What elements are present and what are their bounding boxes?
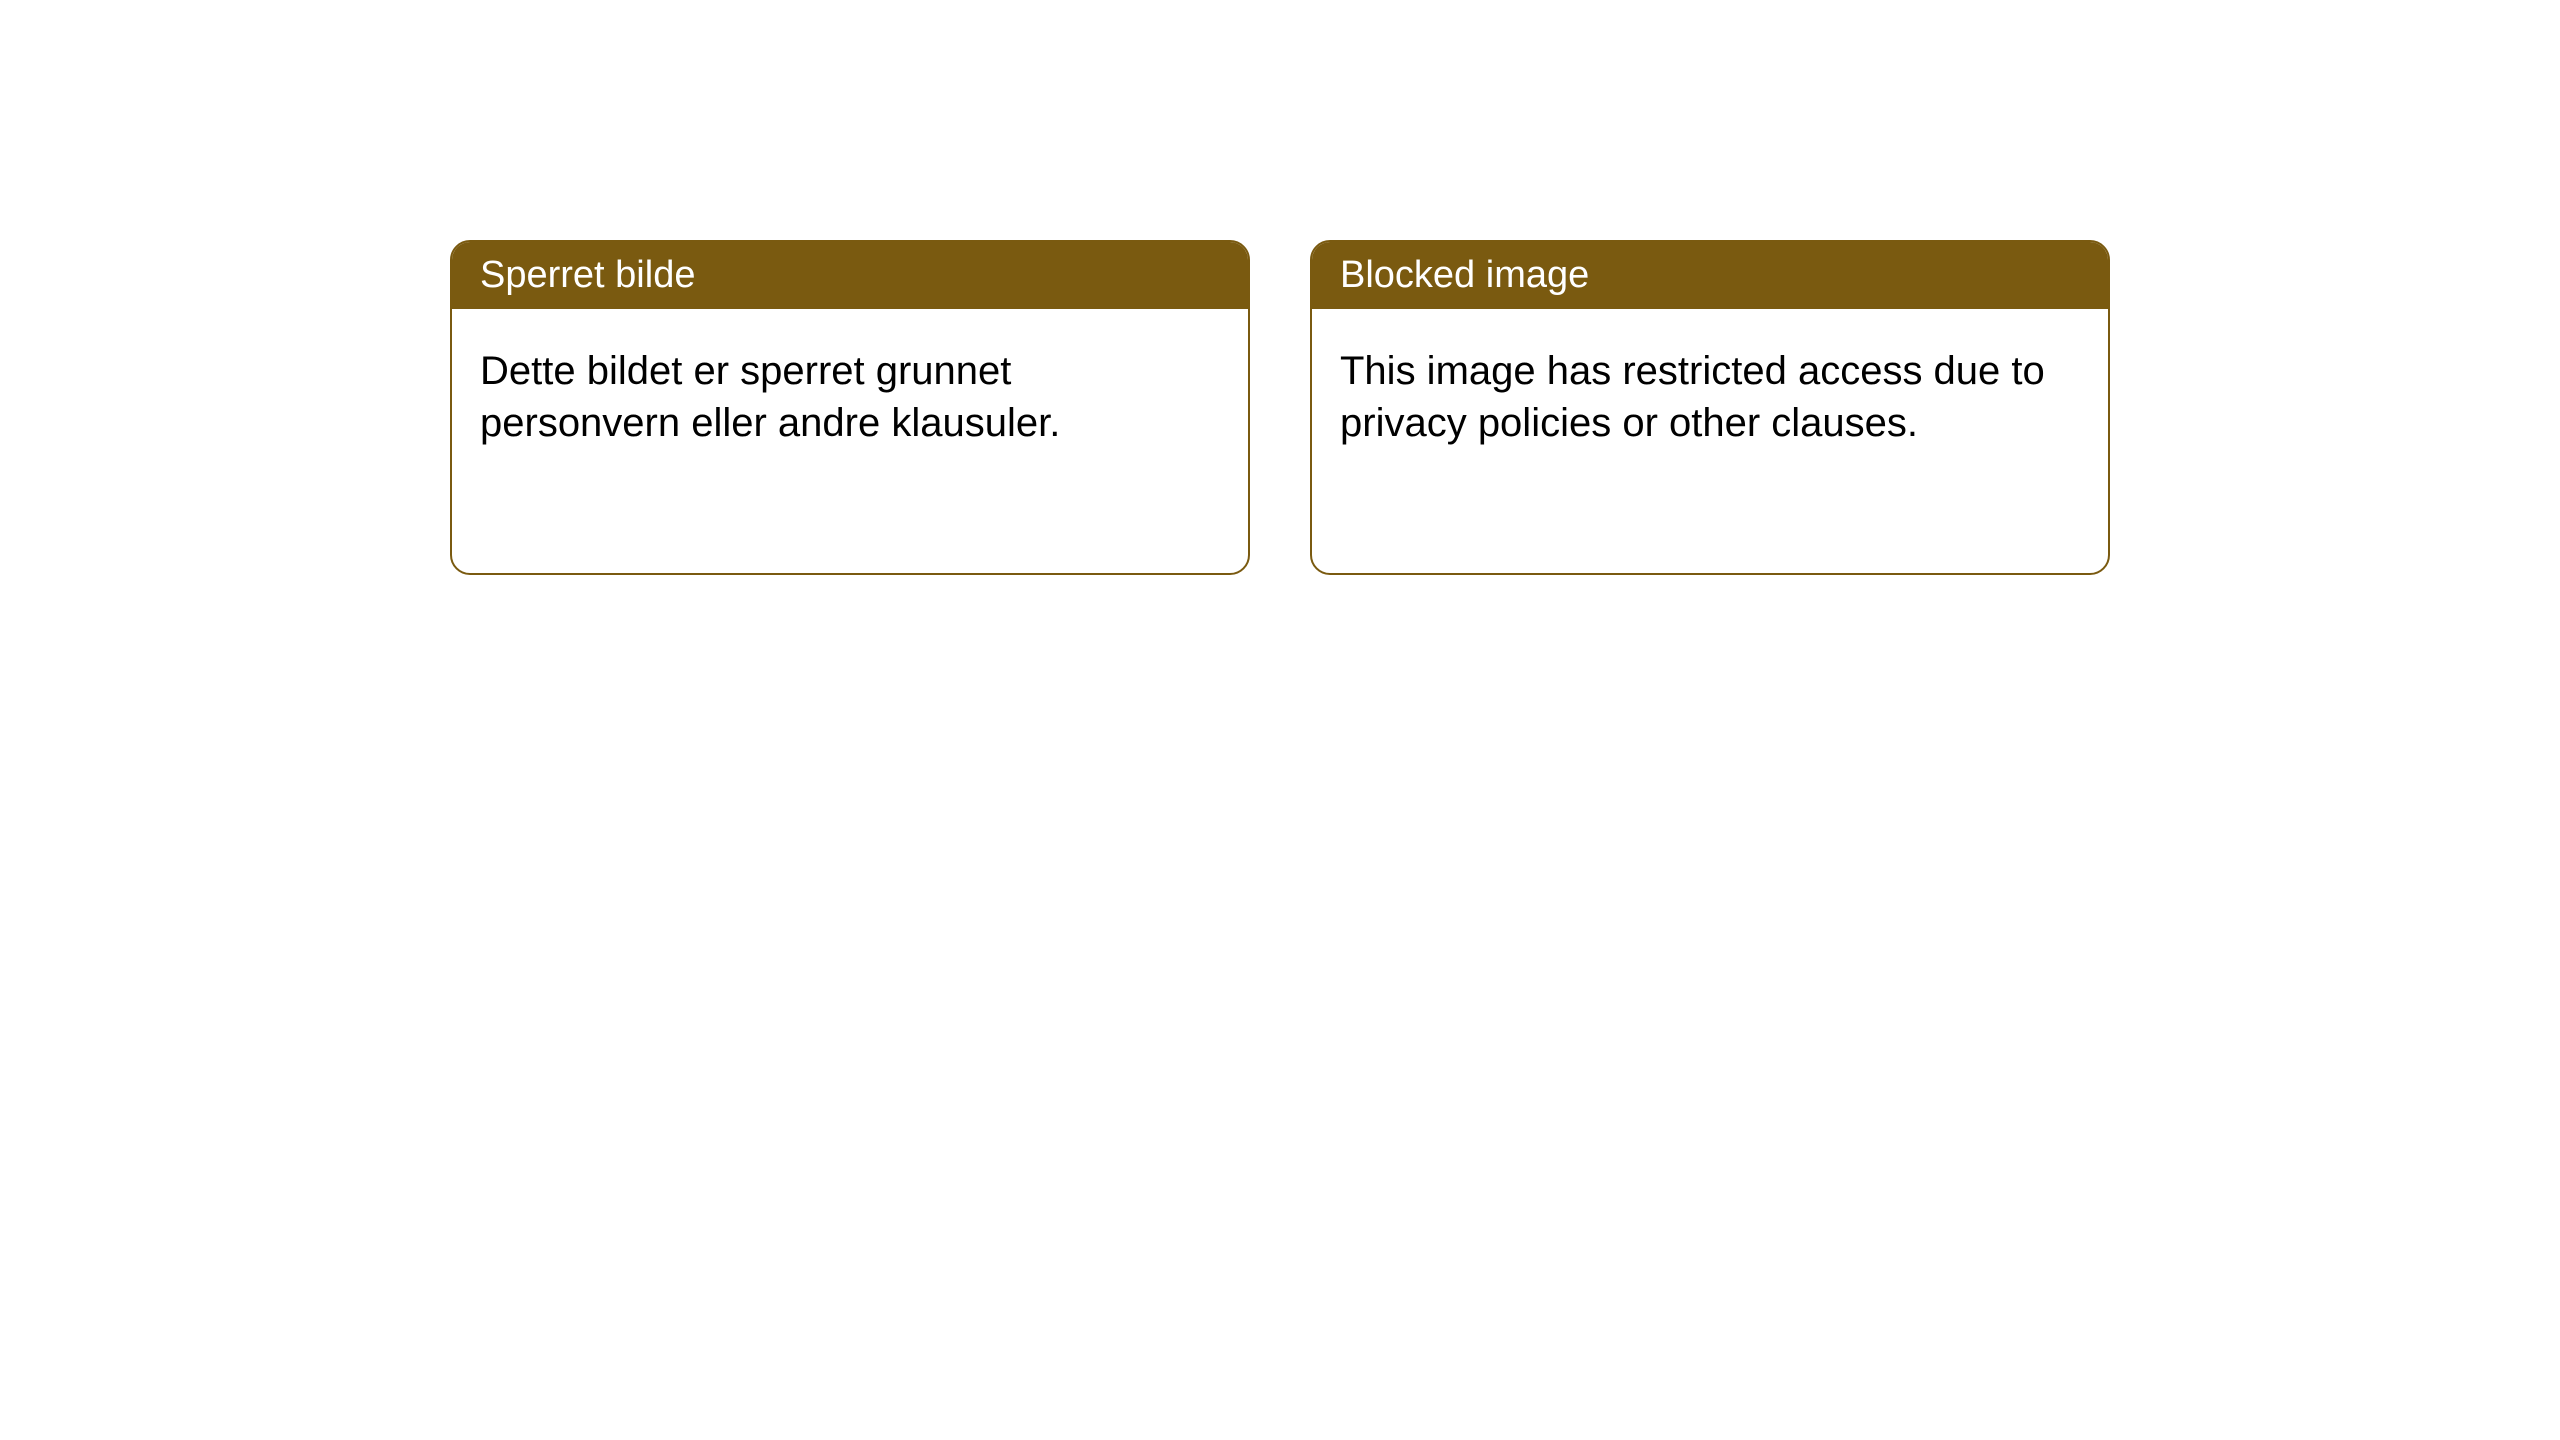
card-header: Sperret bilde bbox=[452, 242, 1248, 309]
card-header: Blocked image bbox=[1312, 242, 2108, 309]
notice-card-norwegian: Sperret bilde Dette bildet er sperret gr… bbox=[450, 240, 1250, 575]
card-body: Dette bildet er sperret grunnet personve… bbox=[452, 309, 1248, 485]
card-title: Blocked image bbox=[1340, 254, 1589, 296]
notice-card-english: Blocked image This image has restricted … bbox=[1310, 240, 2110, 575]
card-title: Sperret bilde bbox=[480, 254, 695, 296]
card-body-text: Dette bildet er sperret grunnet personve… bbox=[480, 349, 1060, 445]
notice-cards-container: Sperret bilde Dette bildet er sperret gr… bbox=[0, 0, 2560, 575]
card-body: This image has restricted access due to … bbox=[1312, 309, 2108, 485]
card-body-text: This image has restricted access due to … bbox=[1340, 349, 2045, 445]
